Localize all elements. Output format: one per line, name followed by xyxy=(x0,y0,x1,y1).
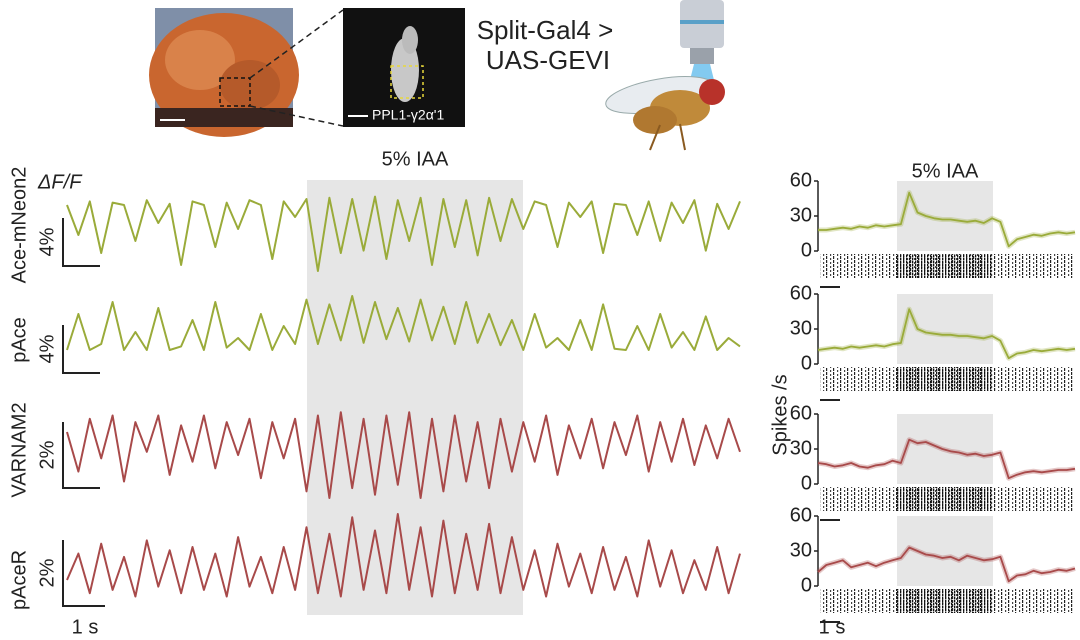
stimulus-shade xyxy=(897,294,993,364)
stimulus-label: 5% IAA xyxy=(382,148,449,170)
rate-line xyxy=(817,546,1076,583)
spike-raster-dense xyxy=(897,487,993,511)
trace-line xyxy=(66,195,741,272)
y-tick-label: 30 xyxy=(790,317,812,339)
y-tick-label: 60 xyxy=(790,402,812,424)
reporter-label: UAS-GEVI xyxy=(486,45,610,75)
y-tick-label: 60 xyxy=(790,504,812,526)
spike-raster-dense xyxy=(897,367,993,391)
time-scale-label: 1 s xyxy=(72,616,99,638)
rate-line xyxy=(817,438,1076,480)
y-tick-label: 30 xyxy=(790,437,812,459)
scale-bar xyxy=(62,422,100,489)
trace-line xyxy=(66,513,741,598)
spike-raster-dense xyxy=(897,589,993,613)
driver-label: Split-Gal4 > xyxy=(477,15,614,45)
scale-bar-label: 4% xyxy=(36,334,58,363)
y-tick-label: 0 xyxy=(801,352,812,374)
time-scale-label: 1 s xyxy=(819,616,846,638)
stimulus-label: 5% IAA xyxy=(912,160,979,182)
rate-line xyxy=(818,191,1076,248)
trace-line xyxy=(66,411,741,499)
y-tick-label: 0 xyxy=(801,239,812,261)
fly-microscope xyxy=(605,0,725,151)
scale-bar-label: 2% xyxy=(36,440,58,469)
stimulus-shade xyxy=(307,180,523,615)
y-tick-label: 60 xyxy=(790,282,812,304)
trace-label: VARNAM2 xyxy=(8,402,30,497)
stimulus-shade xyxy=(897,181,993,251)
y-axis-label: ΔF/F xyxy=(37,171,83,193)
brain-photo xyxy=(149,8,299,137)
y-tick-label: 0 xyxy=(801,472,812,494)
y-tick-label: 30 xyxy=(790,539,812,561)
y-tick-label: 0 xyxy=(801,574,812,596)
fluorescence-image: PPL1-γ2α'1 xyxy=(343,8,465,127)
trace-label: Ace-mNeon2 xyxy=(8,167,30,284)
y-tick-label: 30 xyxy=(790,204,812,226)
trace-line xyxy=(66,295,741,351)
scale-bar-label: 2% xyxy=(36,558,58,587)
stimulus-shade xyxy=(897,516,993,586)
y-tick-label: 60 xyxy=(790,169,812,191)
trace-label: pAce xyxy=(8,317,30,363)
trace-label: pAceR xyxy=(8,550,30,610)
y-axis-label: Spikes /s xyxy=(769,374,791,455)
roi-label: PPL1-γ2α'1 xyxy=(372,107,444,123)
scale-bar xyxy=(62,218,100,267)
scale-bar-label: 4% xyxy=(36,227,58,256)
spike-raster-dense xyxy=(897,254,993,278)
scale-bar xyxy=(62,540,105,607)
zoom-line xyxy=(249,105,344,127)
rate-line xyxy=(817,308,1076,360)
scale-bar xyxy=(62,325,100,374)
